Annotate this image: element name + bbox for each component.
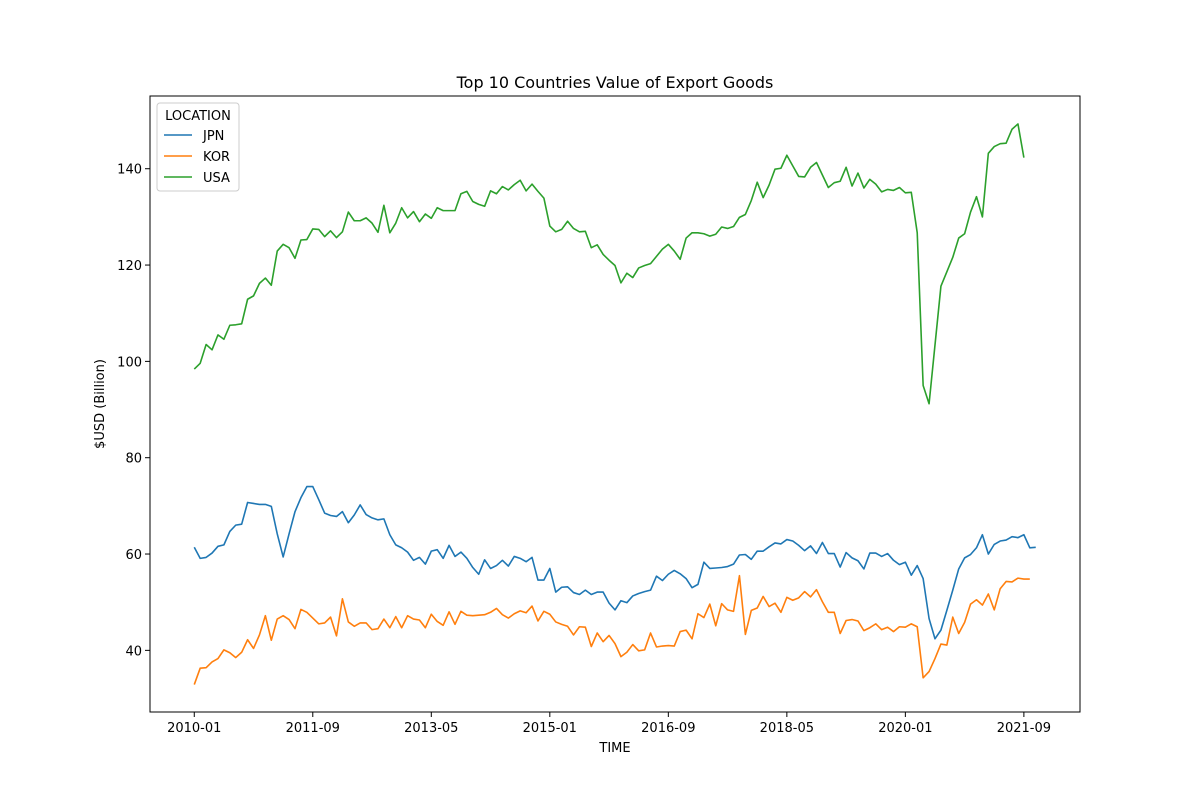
y-tick-label: 100 bbox=[117, 355, 142, 370]
x-tick-label: 2010-01 bbox=[167, 721, 221, 736]
y-tick-label: 80 bbox=[125, 452, 142, 467]
y-tick-label: 40 bbox=[125, 644, 142, 659]
series-layer bbox=[193, 123, 1036, 685]
legend-label-jpn: JPN bbox=[202, 129, 224, 144]
x-tick-label: 2020-01 bbox=[878, 721, 932, 736]
y-axis-label: $USD (Billion) bbox=[93, 359, 108, 449]
x-tick-label: 2016-09 bbox=[641, 721, 695, 736]
plot-frame bbox=[149, 95, 1081, 713]
y-tick-label: 120 bbox=[117, 259, 142, 274]
x-tick-label: 2011-09 bbox=[286, 721, 340, 736]
legend-title: LOCATION bbox=[165, 109, 231, 124]
legend-box bbox=[156, 102, 240, 192]
x-axis: 2010-01 2011-09 2013-05 2015-01 2016-09 2018-… bbox=[167, 712, 1051, 736]
x-axis-label: TIME bbox=[598, 741, 630, 756]
x-tick-label: 2013-05 bbox=[404, 721, 458, 736]
x-tick-label: 2018-05 bbox=[760, 721, 814, 736]
chart-title: Top 10 Countries Value of Export Goods bbox=[456, 73, 774, 92]
series-line-usa bbox=[193, 123, 1025, 405]
x-tick-label: 2015-01 bbox=[523, 721, 577, 736]
legend: LOCATION JPN KOR USA bbox=[156, 102, 240, 192]
legend-label-usa: USA bbox=[203, 171, 230, 186]
y-tick-label: 60 bbox=[125, 548, 142, 563]
series-line-jpn bbox=[193, 485, 1036, 640]
y-tick-label: 140 bbox=[117, 163, 142, 178]
x-tick-label: 2021-09 bbox=[997, 721, 1051, 736]
legend-label-kor: KOR bbox=[203, 150, 230, 165]
series-line-kor bbox=[193, 574, 1030, 685]
y-axis: 40 60 80 100 120 140 bbox=[117, 163, 150, 659]
